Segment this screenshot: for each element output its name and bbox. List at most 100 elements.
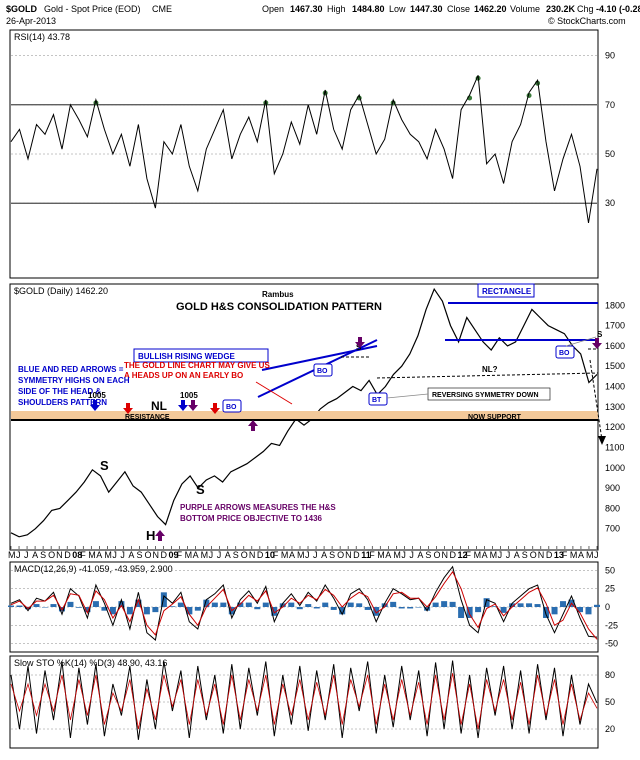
x-tick-label: A	[128, 550, 134, 560]
x-tick-label: A	[96, 550, 102, 560]
x-tick-label: A	[385, 550, 391, 560]
x-tick-label: J	[409, 550, 414, 560]
ann-title: GOLD H&S CONSOLIDATION PATTERN	[176, 301, 382, 313]
bo3-pointer	[565, 336, 597, 347]
x-tick-label: A	[225, 550, 231, 560]
stoch-title: Slow STO %K(14) %D(3) 48.90, 43.16	[14, 658, 167, 668]
rsi-layer: 30 50 70 90	[10, 51, 615, 223]
macd-histogram-bar	[203, 599, 210, 607]
ann-author: Rambus	[262, 290, 294, 299]
x-tick-label: D	[450, 550, 457, 560]
ann-symmetry-1: BLUE AND RED ARROWS =	[18, 365, 124, 374]
x-tick-label: M	[490, 550, 498, 560]
macd-tick-label: 0	[605, 602, 610, 612]
macd-tick-label: -25	[605, 620, 618, 630]
x-tick-label: F	[177, 550, 183, 560]
price-tick-label: 1500	[605, 361, 625, 371]
ann-reversing: REVERSING SYMMETRY DOWN	[432, 392, 539, 399]
macd-histogram-bar	[509, 603, 516, 607]
x-tick-label: M	[570, 550, 578, 560]
x-tick-label: O	[433, 550, 440, 560]
macd-tick-label: 25	[605, 584, 615, 594]
macd-histogram-bar	[194, 607, 201, 611]
price-tick-label: 900	[605, 483, 620, 493]
bo-box-2	[313, 363, 333, 377]
x-tick-label: N	[345, 550, 352, 560]
symbol: $GOLD	[6, 4, 38, 14]
macd-histogram-bar	[381, 603, 388, 607]
ann-h: H	[146, 528, 155, 543]
price-tick-label: 1100	[605, 442, 624, 452]
macd-histogram-bar	[330, 607, 337, 610]
ann-bo-1: BO	[226, 404, 237, 411]
x-tick-label: F	[80, 550, 86, 560]
macd-signal-line	[10, 570, 598, 640]
macd-histogram-bar	[364, 607, 371, 610]
macd-histogram-bar	[152, 607, 159, 613]
price-tick-label: 1200	[605, 422, 625, 432]
macd-tick-label: 50	[605, 565, 615, 575]
macd-title: MACD(12,26,9) -41.059, -43.959, 2.900	[14, 564, 173, 574]
price-tick-label: 1400	[605, 382, 625, 392]
x-tick-label: J	[24, 550, 29, 560]
volume-value: 230.2K	[546, 4, 576, 14]
ann-s-top: S	[356, 343, 362, 352]
x-tick-label: J	[498, 550, 503, 560]
price-tick-label: 1000	[605, 463, 625, 473]
macd-histogram-bar	[390, 601, 397, 607]
volume-label: Volume	[510, 4, 540, 14]
macd-histogram-bar	[449, 601, 456, 607]
macd-histogram-bar	[160, 592, 167, 607]
x-tick-label: N	[249, 550, 256, 560]
arrows	[90, 336, 602, 541]
ann-s-top-right: S	[597, 330, 603, 339]
rsi-tick-label: 50	[605, 149, 615, 159]
macd-histogram-bar	[33, 604, 40, 607]
instrument-name: Gold - Spot Price (EOD)	[44, 4, 141, 14]
open-value: 1467.30	[290, 4, 323, 14]
x-tick-label: A	[193, 550, 199, 560]
ann-symmetry-3: SIDE OF THE HEAD &	[18, 387, 101, 396]
purple-arrow-bottom-shaft	[158, 535, 162, 541]
x-tick-label: A	[289, 550, 295, 560]
macd-histogram-bar	[279, 603, 286, 607]
macd-layer: -50 -25 0 25 50	[8, 565, 618, 649]
macd-histogram-bar	[577, 607, 584, 613]
macd-histogram-bar	[186, 607, 193, 615]
x-tick-label: S	[329, 550, 335, 560]
wedge-label-box	[133, 348, 269, 363]
price-tick-label: 1700	[605, 321, 625, 331]
low-value: 1447.30	[410, 4, 443, 14]
red-arrow-left-shaft	[126, 403, 130, 409]
price-layer: 700 800 900 1000 1100 1200 1300 1400 1500 1600 170…	[10, 287, 625, 538]
x-tick-label: J	[506, 550, 511, 560]
purple-arrow-top	[188, 405, 198, 411]
macd-histogram-bar	[517, 603, 524, 607]
purple-arrow-bo-shaft	[251, 425, 255, 431]
macd-histogram-bar	[8, 605, 14, 607]
x-tick-label: M	[393, 550, 401, 560]
blue-arrow-left-shaft	[93, 400, 97, 406]
x-tick-label: J	[305, 550, 310, 560]
macd-histogram-bar	[458, 607, 465, 618]
red-arrow-right-shaft	[213, 403, 217, 409]
ann-gold-line-2: A HEADS UP ON AN EARLY BO	[124, 371, 243, 380]
x-tick-label: S	[233, 550, 239, 560]
macd-histogram-bar	[245, 602, 252, 607]
x-tick-label: M	[185, 550, 193, 560]
low-label: Low	[389, 4, 406, 14]
x-tick-label: J	[313, 550, 318, 560]
macd-histogram-bar	[347, 602, 354, 607]
macd-histogram-bar	[339, 607, 346, 615]
macd-histogram-bar	[407, 607, 414, 609]
projection-arrow-head	[598, 436, 606, 445]
x-tick-label: D	[353, 550, 360, 560]
ann-symmetry-2: SYMMETRY HIGHS ON EACH	[18, 376, 130, 385]
rectangle-label-box	[477, 283, 535, 298]
macd-histogram-bar	[296, 607, 303, 610]
x-tick-label: O	[530, 550, 537, 560]
ann-bt: BT	[372, 397, 382, 404]
high-value: 1484.80	[352, 4, 385, 14]
macd-histogram-bar	[169, 606, 176, 607]
red-arrow-right	[210, 408, 220, 414]
